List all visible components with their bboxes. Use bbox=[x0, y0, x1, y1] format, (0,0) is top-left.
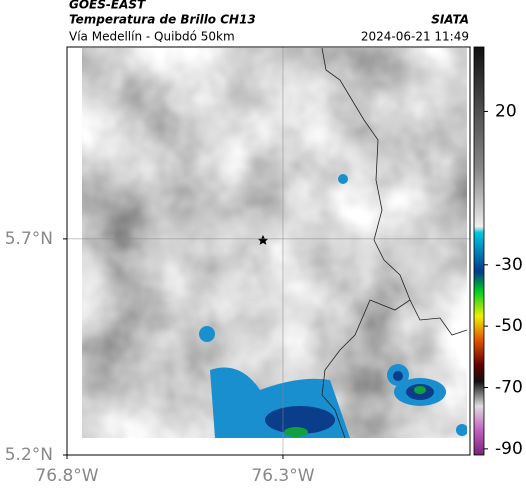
title: GOES-EAST bbox=[69, 0, 146, 12]
colorbar-label: -70 bbox=[495, 378, 523, 398]
location-marker bbox=[257, 235, 269, 245]
x-tick-label: 76.3°W bbox=[251, 466, 314, 486]
x-tick-label: 76.8°W bbox=[35, 466, 98, 486]
colorbar-label: -30 bbox=[495, 255, 523, 275]
satellite-image bbox=[82, 48, 467, 438]
colorbar-label: -50 bbox=[495, 316, 523, 336]
colorbar-label: 20 bbox=[495, 101, 517, 121]
colorbar-label: -90 bbox=[495, 439, 523, 459]
border bbox=[321, 47, 468, 439]
source: SIATA bbox=[431, 13, 469, 27]
y-tick-label: 5.7°N bbox=[5, 229, 53, 249]
subtitle: Temperatura de Brillo CH13 bbox=[69, 13, 256, 27]
y-tick-label: 5.2°N bbox=[5, 445, 53, 465]
region: Vía Medellín - Quibdó 50km bbox=[69, 30, 235, 44]
map-frame bbox=[66, 46, 471, 456]
colorbar bbox=[473, 46, 485, 456]
datetime: 2024-06-21 11:49 bbox=[361, 30, 469, 44]
